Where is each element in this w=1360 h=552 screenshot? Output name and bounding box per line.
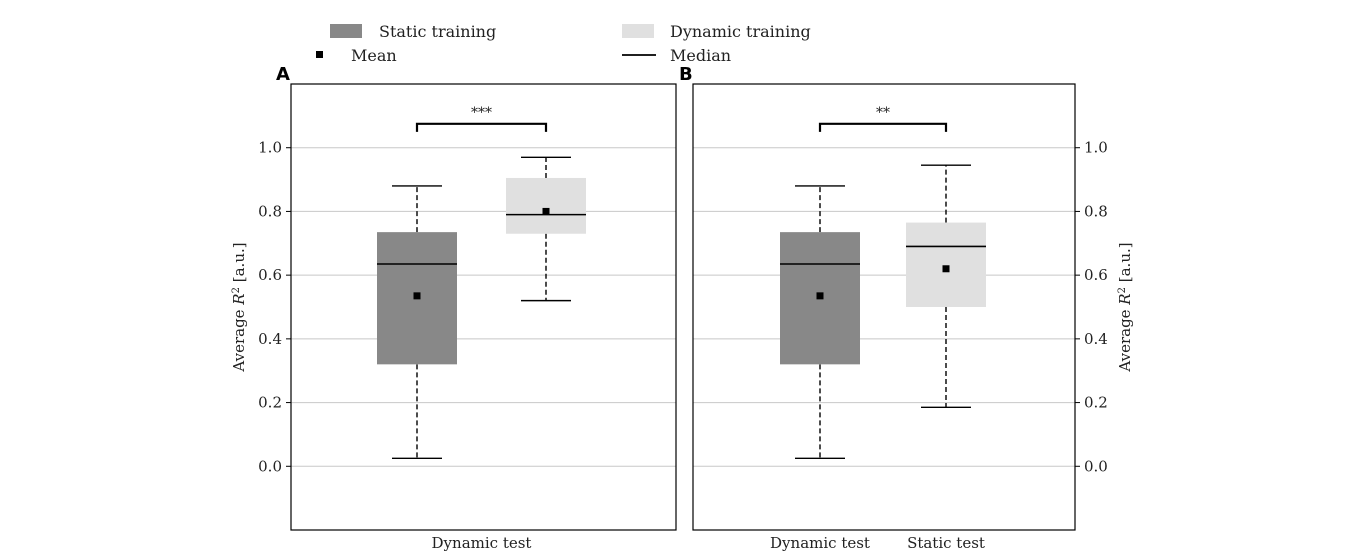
ytick-label-1: 0.2 — [1084, 394, 1108, 412]
panel-a-ylabel-sup: 2 — [231, 287, 242, 293]
panel-b-xlabels: Dynamic test Static test — [770, 534, 985, 552]
panel-a-frame — [290, 83, 677, 531]
ytick-label-3: 0.6 — [258, 266, 282, 284]
panel-b-frame — [692, 83, 1076, 531]
panel-b: B ** 0.0 0.2 0.4 0.6 0.8 1.0 Average R2 [a.u.… — [679, 64, 1134, 552]
legend-patch-dynamic-training — [622, 24, 654, 38]
legend-label-static-training: Static training — [379, 22, 496, 41]
ytick-label-4: 0.8 — [258, 202, 282, 220]
legend-marker-mean — [316, 51, 323, 58]
ytick-label-0: 0.0 — [258, 457, 282, 475]
box-1 — [906, 164, 986, 409]
panel-b-ylabel-unit: [a.u.] — [1116, 242, 1134, 287]
panel-a-ylabel-var: R — [230, 293, 248, 305]
panel-b-ylabel: Average R2 [a.u.] — [1116, 242, 1134, 372]
box-0 — [377, 185, 457, 460]
panel-b-yticks: 0.0 0.2 0.4 0.6 0.8 1.0 — [1075, 139, 1108, 475]
ytick-label-4: 0.8 — [1084, 202, 1108, 220]
significance-bracket — [818, 122, 948, 132]
panel-b-ylabel-var: R — [1116, 293, 1134, 305]
legend-label-dynamic-training: Dynamic training — [670, 22, 811, 41]
panel-b-ylabel-sup: 2 — [1117, 287, 1128, 293]
legend-patch-static-training — [330, 24, 362, 38]
panel-b-boxes — [780, 164, 986, 460]
mean-marker — [942, 265, 950, 273]
legend-label-mean: Mean — [351, 46, 397, 65]
xlabel-1: Static test — [907, 534, 985, 552]
mean-marker — [413, 292, 421, 300]
panel-label-b: B — [679, 64, 693, 85]
panel-a-significance: *** — [415, 105, 548, 132]
panel-label-a: A — [276, 64, 290, 85]
panel-a-xlabels: Dynamic test — [432, 534, 532, 552]
significance-bracket — [415, 122, 548, 132]
ytick-label-5: 1.0 — [1084, 139, 1108, 157]
panel-b-significance-label: ** — [876, 105, 890, 121]
box-0 — [780, 185, 860, 460]
panel-a-ylabel-unit: [a.u.] — [230, 242, 248, 287]
ytick-label-3: 0.6 — [1084, 266, 1108, 284]
box-body — [506, 177, 586, 234]
box-1 — [506, 156, 586, 302]
panel-a-boxes — [377, 156, 586, 460]
ytick-label-5: 1.0 — [258, 139, 282, 157]
ytick-label-2: 0.4 — [1084, 330, 1108, 348]
panel-a: A *** 0.0 0.2 0.4 0.6 0.8 1.0 Average R2 [a.u… — [230, 64, 677, 552]
panel-b-ylabel-main: Average — [1116, 305, 1134, 373]
panel-b-significance: ** — [818, 105, 948, 132]
panel-a-significance-label: *** — [471, 105, 492, 121]
ytick-label-1: 0.2 — [258, 394, 282, 412]
xlabel-0: Dynamic test — [432, 534, 532, 552]
ytick-label-2: 0.4 — [258, 330, 282, 348]
panel-a-ylabel-main: Average — [230, 305, 248, 373]
legend: Static training Dynamic training Mean Me… — [316, 22, 811, 65]
mean-marker — [542, 207, 550, 215]
mean-marker — [816, 292, 824, 300]
box-body — [906, 222, 986, 307]
panel-a-ylabel: Average R2 [a.u.] — [230, 242, 248, 372]
panel-b-grid — [693, 147, 1075, 467]
panel-a-yticks: 0.0 0.2 0.4 0.6 0.8 1.0 — [258, 139, 291, 475]
xlabel-0: Dynamic test — [770, 534, 870, 552]
ytick-label-0: 0.0 — [1084, 457, 1108, 475]
legend-label-median: Median — [670, 46, 731, 65]
panel-a-grid — [291, 147, 676, 467]
